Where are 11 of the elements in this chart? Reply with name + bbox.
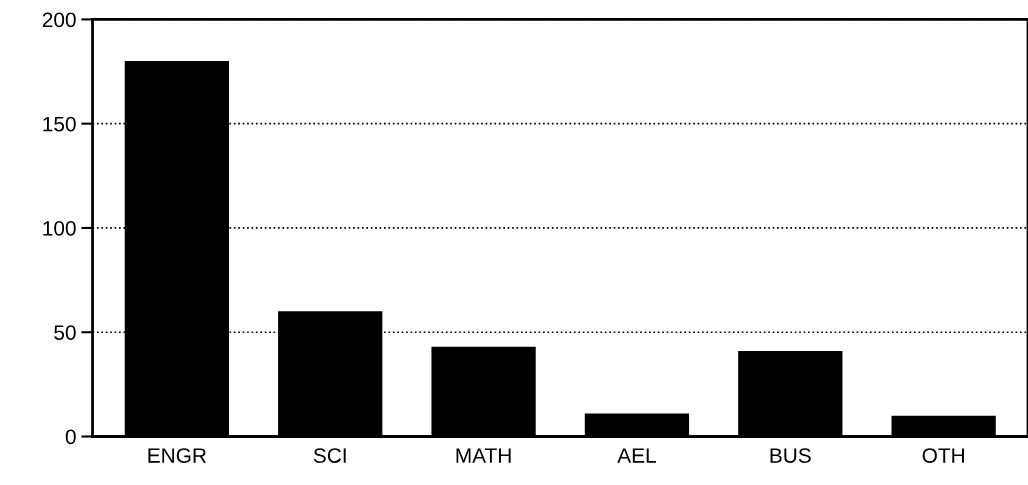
x-tick-label: OTH [922, 448, 964, 463]
y-tick-label: 200 [42, 12, 76, 28]
x-tick-label: BUS [770, 448, 811, 463]
x-tick-label: SCI [313, 448, 346, 463]
y-tick-label: 50 [54, 325, 76, 340]
x-tick-label: MATH [456, 448, 511, 463]
x-tick-label: AEL [617, 448, 656, 463]
x-tick-label: ENGR [148, 448, 206, 463]
y-tick-label: 100 [43, 220, 76, 236]
y-tick-label: 150 [43, 116, 76, 132]
y-tick-label: 0 [65, 429, 76, 445]
